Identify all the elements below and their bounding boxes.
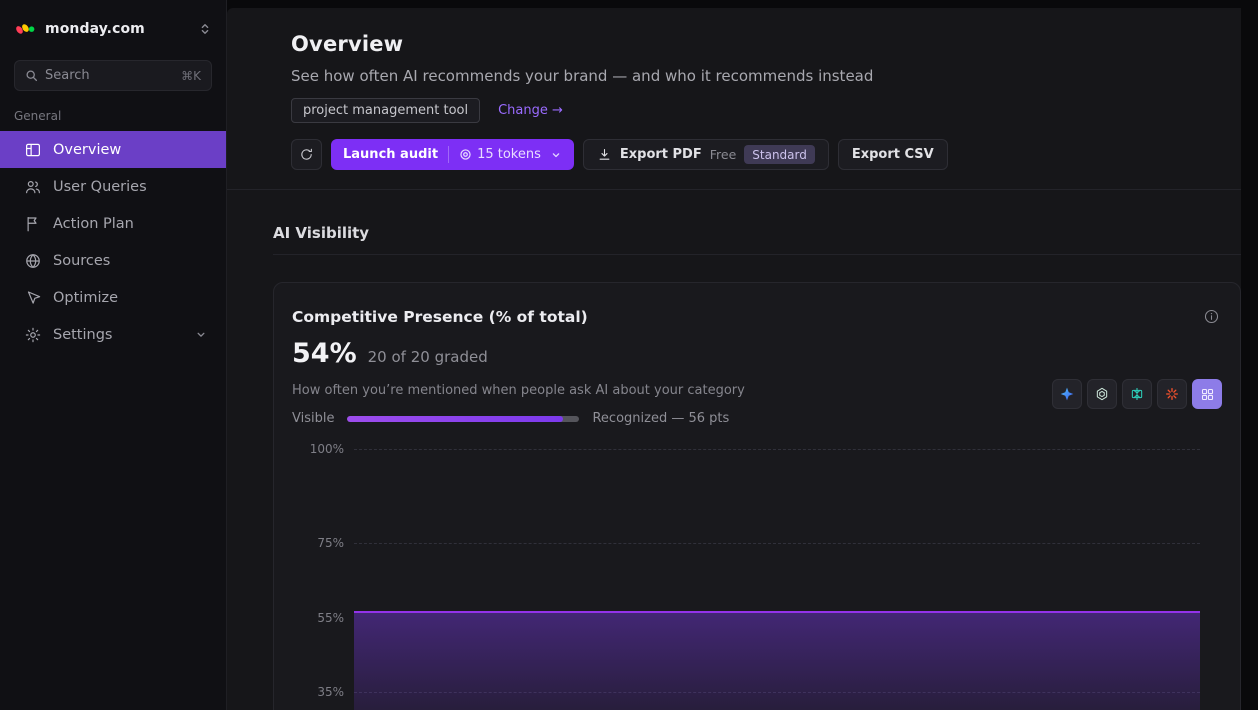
- export-csv-button[interactable]: Export CSV: [837, 139, 948, 170]
- provider-all-button[interactable]: [1192, 379, 1222, 409]
- series-line: [354, 611, 1200, 613]
- recognized-label: Recognized — 56 pts: [592, 411, 730, 426]
- cursor-icon: [27, 290, 41, 304]
- y-tick: 100%: [309, 442, 344, 456]
- y-tick: 35%: [317, 685, 344, 699]
- export-csv-label: Export CSV: [851, 147, 934, 162]
- sidebar-item-label: Action Plan: [53, 215, 134, 232]
- openai-icon: [1096, 387, 1108, 401]
- sidebar-item-sources[interactable]: Sources: [0, 242, 226, 279]
- scrollbar-gutter: [1241, 0, 1258, 710]
- export-pdf-label: Export PDF: [619, 147, 702, 162]
- sidebar: monday.com ⌘K General Overview: [0, 0, 227, 710]
- y-axis-labels: 100% 75% 55% 35%: [292, 442, 354, 710]
- users-icon: [26, 180, 40, 193]
- competitive-presence-card: Competitive Presence (% of total) 54% 20…: [273, 282, 1241, 710]
- workspace-selector-icon: [198, 22, 212, 36]
- gridline-75: [354, 543, 1200, 544]
- main-area: Overview See how often AI recommends you…: [227, 0, 1258, 710]
- sidebar-item-overview[interactable]: Overview: [0, 131, 226, 168]
- page-title: Overview: [291, 32, 404, 56]
- toolbar: Launch audit 15 tokens: [291, 139, 1177, 170]
- launch-audit-label: Launch audit: [343, 147, 439, 162]
- sidebar-item-label: Optimize: [53, 289, 119, 306]
- provider-perplexity-button[interactable]: [1122, 379, 1152, 409]
- provider-claude-button[interactable]: [1157, 379, 1187, 409]
- search-shortcut: ⌘K: [181, 68, 201, 83]
- download-icon: [599, 148, 610, 160]
- gridline-35: [354, 692, 1200, 693]
- globe-icon: [26, 253, 40, 268]
- info-icon[interactable]: [1203, 308, 1220, 325]
- launch-audit-button[interactable]: Launch audit 15 tokens: [331, 139, 574, 170]
- monday-logo-icon: [16, 24, 35, 34]
- card-description: How often you’re mentioned when people a…: [292, 383, 745, 398]
- change-category-link[interactable]: Change →: [498, 103, 563, 118]
- card-title: Competitive Presence (% of total): [292, 308, 588, 326]
- gemini-icon: [1060, 387, 1074, 401]
- chevron-down-icon: [192, 328, 210, 341]
- sidebar-item-label: User Queries: [53, 178, 147, 195]
- sidebar-section-label: General: [14, 109, 62, 123]
- export-pdf-button[interactable]: Export PDF Free Standard: [582, 139, 829, 170]
- plan-badge: Standard: [744, 145, 815, 164]
- search-icon: [26, 70, 38, 82]
- content-panel: Overview See how often AI recommends you…: [227, 8, 1241, 710]
- divider: [448, 146, 450, 163]
- series-area-fill: [354, 613, 1200, 710]
- refresh-button[interactable]: [291, 139, 322, 170]
- sidebar-menu: Overview User Queries Action Plan Source…: [0, 131, 226, 353]
- export-pdf-tier: Free: [709, 147, 737, 162]
- sidebar-item-action-plan[interactable]: Action Plan: [0, 205, 226, 242]
- gridline-100: [354, 449, 1200, 450]
- token-icon: [460, 149, 471, 160]
- y-tick: 55%: [317, 611, 344, 625]
- divider: [273, 254, 1241, 255]
- sidebar-item-optimize[interactable]: Optimize: [0, 279, 226, 316]
- provider-gemini-button[interactable]: [1052, 379, 1082, 409]
- y-tick: 75%: [317, 536, 344, 550]
- visible-label: Visible: [292, 411, 335, 426]
- grid-icon: [1201, 388, 1213, 400]
- provider-openai-button[interactable]: [1087, 379, 1117, 409]
- provider-filter-group: [1052, 379, 1222, 409]
- presence-chart: 100% 75% 55% 35%: [292, 442, 1220, 710]
- perplexity-icon: [1131, 388, 1143, 400]
- flag-icon: [27, 216, 37, 231]
- graded-count: 20 of 20 graded: [367, 348, 488, 366]
- visibility-meter-fill: [347, 415, 564, 422]
- sidebar-item-label: Sources: [53, 252, 111, 269]
- refresh-icon: [301, 148, 312, 160]
- page-header: Overview See how often AI recommends you…: [227, 8, 1241, 170]
- section-title: AI Visibility: [273, 224, 370, 242]
- divider: [227, 189, 1241, 190]
- presence-value: 54%: [292, 338, 357, 369]
- workspace-name: monday.com: [45, 21, 145, 37]
- visibility-meter[interactable]: [347, 415, 580, 422]
- plot-area: [354, 442, 1200, 710]
- overview-icon: [26, 143, 40, 156]
- workspace-switcher[interactable]: monday.com: [14, 14, 212, 44]
- token-count: 15 tokens: [477, 147, 541, 162]
- sidebar-item-user-queries[interactable]: User Queries: [0, 168, 226, 205]
- sidebar-item-settings[interactable]: Settings: [0, 316, 226, 353]
- claude-icon: [1166, 388, 1178, 400]
- sidebar-item-label: Settings: [53, 326, 113, 343]
- category-chip: project management tool: [291, 98, 481, 123]
- gear-icon: [25, 327, 41, 342]
- sidebar-item-label: Overview: [53, 141, 122, 158]
- chevron-down-icon: [550, 149, 562, 161]
- search-input[interactable]: [45, 68, 175, 83]
- search-bar[interactable]: ⌘K: [14, 60, 212, 91]
- page-subtitle: See how often AI recommends your brand —…: [291, 67, 874, 85]
